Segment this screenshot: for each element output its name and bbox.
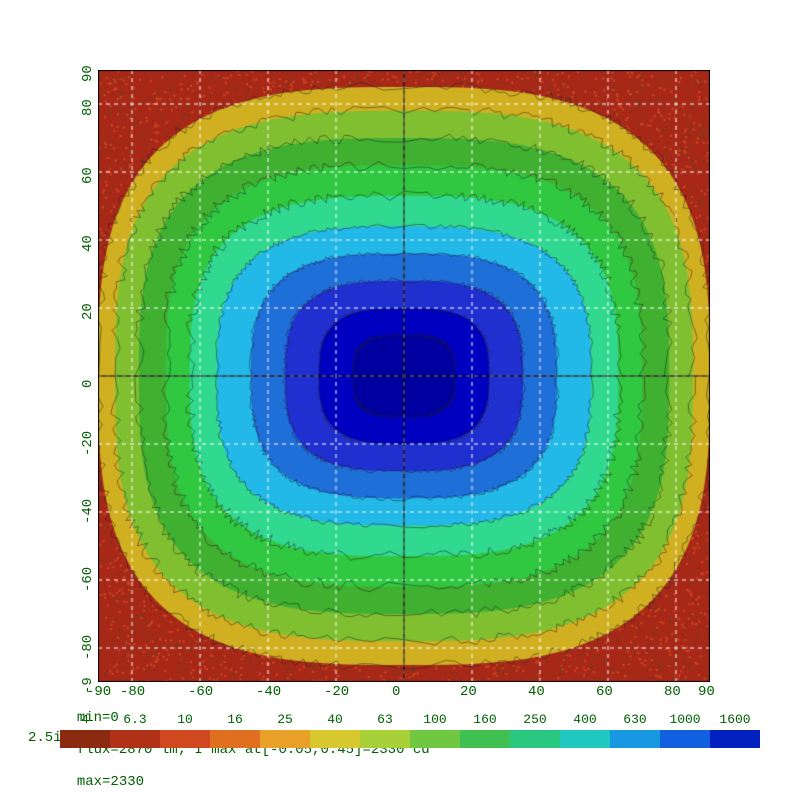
colorbar-tick-label: 250 bbox=[523, 712, 546, 727]
y-tick-label: 60 bbox=[80, 167, 96, 184]
colorbar-tick-label: 6.3 bbox=[123, 712, 146, 727]
y-tick-label: -40 bbox=[80, 499, 96, 524]
y-tick-label: -9 bbox=[80, 677, 96, 694]
colorbar-tick-label: 100 bbox=[423, 712, 446, 727]
colorbar-tick-label: 63 bbox=[377, 712, 393, 727]
y-tick-label: 0 bbox=[80, 380, 96, 388]
colorbar-tick-label: 4 bbox=[81, 712, 89, 727]
y-tick-label: -20 bbox=[80, 431, 96, 456]
colorbar-tick-label: 16 bbox=[227, 712, 243, 727]
colorbar-segment bbox=[510, 730, 560, 748]
colorbar-segment bbox=[610, 730, 660, 748]
colorbar-segment bbox=[160, 730, 210, 748]
colorbar-tick-label: 1600 bbox=[719, 712, 750, 727]
colorbar-segment bbox=[260, 730, 310, 748]
y-tick-label: 80 bbox=[80, 99, 96, 116]
y-tick-label: -80 bbox=[80, 635, 96, 660]
y-tick-label: -60 bbox=[80, 567, 96, 592]
colorbar-segment bbox=[660, 730, 710, 748]
colorbar-segment bbox=[410, 730, 460, 748]
y-tick-label: 40 bbox=[80, 235, 96, 252]
max-readout: max=2330 bbox=[77, 774, 144, 790]
colorbar-segment bbox=[560, 730, 610, 748]
colorbar-tick-label: 25 bbox=[277, 712, 293, 727]
colorbar-tick-label: 160 bbox=[473, 712, 496, 727]
colorbar-segment bbox=[60, 730, 110, 748]
y-tick-label: 20 bbox=[80, 303, 96, 320]
colorbar-segment bbox=[110, 730, 160, 748]
colorbar-segment bbox=[460, 730, 510, 748]
colorbar-tick-label: 1000 bbox=[669, 712, 700, 727]
colorbar-tick-label: 40 bbox=[327, 712, 343, 727]
colorbar-ticks: 4 6.3 10 16 25 40 63 100 160 250 400 630 1000 1600 bbox=[60, 712, 760, 728]
colorbar-tick-label: 400 bbox=[573, 712, 596, 727]
colorbar-segment bbox=[710, 730, 760, 748]
intensity-heatmap bbox=[98, 70, 710, 682]
colorbar bbox=[60, 730, 760, 748]
colorbar-segment bbox=[310, 730, 360, 748]
colorbar-segment bbox=[360, 730, 410, 748]
colorbar-segment bbox=[210, 730, 260, 748]
colorbar-tick-label: 10 bbox=[177, 712, 193, 727]
colorbar-tick-label: 630 bbox=[623, 712, 646, 727]
y-tick-label: 90 bbox=[80, 65, 96, 82]
